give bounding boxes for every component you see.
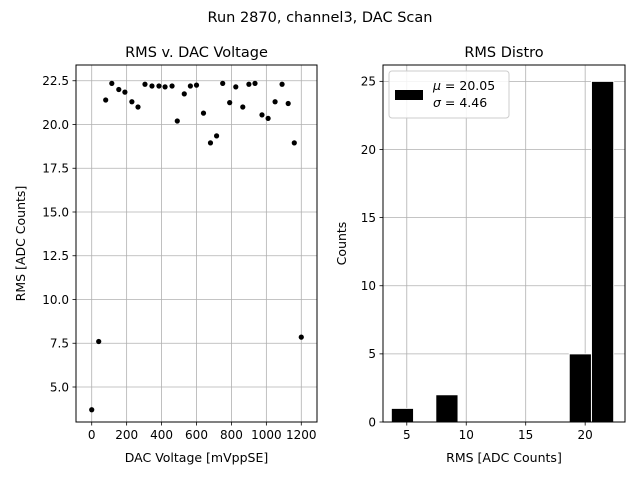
legend-sigma-symbol: σ <box>433 95 442 110</box>
histogram-y-tick-label: 5 <box>368 347 376 361</box>
histogram-y-axis-label: Counts <box>334 222 349 266</box>
histogram-y-tick-label: 10 <box>361 279 376 293</box>
scatter-point <box>187 83 193 89</box>
scatter-ticks: 0 200 400 600 800 1000 1200 5.0 7.5 10.0 12.5 15.0 1… <box>42 74 316 442</box>
scatter-x-tick-label: 1000 <box>251 428 282 442</box>
histogram-bar <box>390 407 415 423</box>
scatter-point <box>285 100 291 107</box>
histogram-x-tick-label: 5 <box>403 428 411 442</box>
legend-box <box>388 70 510 119</box>
scatter-point <box>156 83 162 89</box>
scatter-y-tick-label: 15.0 <box>42 205 69 219</box>
scatter-point <box>103 97 109 103</box>
scatter-point <box>122 89 128 95</box>
histogram-y-tick-label: 15 <box>361 211 376 225</box>
scatter-panel: 0 200 400 600 800 1000 1200 5.0 7.5 10.0 12.5 15.0 1… <box>13 45 318 465</box>
histogram-bars <box>390 80 615 423</box>
histogram-y-tick-label: 20 <box>361 143 376 157</box>
histogram-panel: 5 10 15 20 0 5 10 15 20 25 RMS Distro RMS [ADC Co… <box>334 45 626 465</box>
scatter-point <box>135 104 141 110</box>
legend-mu-entry: μ = 20.05 <box>432 78 495 93</box>
scatter-y-tick-label: 22.5 <box>42 74 69 88</box>
histogram-bar <box>568 353 592 423</box>
scatter-x-tick-label: 0 <box>88 428 96 442</box>
histogram-ticks: 5 10 15 20 0 5 10 15 20 25 <box>361 75 593 442</box>
scatter-x-tick-label: 600 <box>185 428 208 442</box>
scatter-point <box>246 81 252 87</box>
histogram-y-tick-label: 25 <box>361 75 376 89</box>
scatter-x-tick-label: 1200 <box>286 428 317 442</box>
scatter-point <box>291 140 297 146</box>
scatter-point <box>200 110 207 116</box>
scatter-x-tick-label: 200 <box>115 428 138 442</box>
figure-suptitle: Run 2870, channel3, DAC Scan <box>208 10 433 26</box>
legend-sigma-value: = 4.46 <box>441 95 487 110</box>
scatter-point <box>181 91 187 97</box>
histogram-legend: μ = 20.05 σ = 4.46 <box>388 70 510 119</box>
scatter-y-tick-label: 20.0 <box>42 118 69 132</box>
histogram-x-tick-label: 15 <box>518 428 533 442</box>
scatter-grid <box>76 65 317 422</box>
scatter-point <box>89 407 95 413</box>
scatter-points <box>89 80 304 413</box>
histogram-x-tick-label: 20 <box>578 428 593 442</box>
legend-sigma-entry: σ = 4.46 <box>433 95 487 110</box>
scatter-point <box>298 334 304 340</box>
scatter-y-tick-label: 5.0 <box>50 380 69 394</box>
scatter-point <box>174 118 180 124</box>
scatter-point <box>193 82 200 88</box>
scatter-point <box>240 104 246 110</box>
scatter-point <box>279 81 285 87</box>
scatter-y-axis-label: RMS [ADC Counts] <box>13 186 28 302</box>
scatter-y-tick-label: 10.0 <box>42 293 69 307</box>
scatter-point <box>259 112 265 118</box>
scatter-y-tick-label: 17.5 <box>42 162 69 176</box>
scatter-x-axis-label: DAC Voltage [mVppSE] <box>125 450 268 465</box>
legend-swatch <box>395 90 423 100</box>
scatter-y-tick-label: 12.5 <box>42 249 69 263</box>
scatter-point <box>220 80 226 86</box>
scatter-point <box>252 80 258 86</box>
scatter-point <box>265 115 271 121</box>
scatter-point <box>116 86 122 93</box>
histogram-x-tick-label: 10 <box>459 428 474 442</box>
scatter-point <box>109 80 115 86</box>
histogram-bar <box>435 394 459 423</box>
scatter-y-tick-label: 7.5 <box>50 337 69 351</box>
histogram-bar <box>590 80 615 423</box>
scatter-point <box>233 84 239 90</box>
histogram-title: RMS Distro <box>464 45 543 61</box>
histogram-x-axis-label: RMS [ADC Counts] <box>446 450 562 465</box>
scatter-x-tick-label: 800 <box>220 428 243 442</box>
scatter-point <box>227 100 233 106</box>
scatter-x-tick-label: 400 <box>150 428 173 442</box>
scatter-point <box>272 99 278 105</box>
scatter-point <box>162 84 168 90</box>
scatter-point <box>149 83 155 89</box>
legend-mu-symbol: μ <box>432 78 441 93</box>
scatter-point <box>96 338 102 345</box>
histogram-plot-frame <box>382 64 626 423</box>
scatter-point <box>129 99 135 105</box>
scatter-point <box>142 81 148 87</box>
scatter-point <box>207 140 214 146</box>
scatter-point <box>213 133 220 139</box>
scatter-point <box>169 83 175 89</box>
legend-mu-value: = 20.05 <box>441 78 495 93</box>
scatter-title: RMS v. DAC Voltage <box>125 45 268 61</box>
histogram-y-tick-label: 0 <box>368 415 376 429</box>
